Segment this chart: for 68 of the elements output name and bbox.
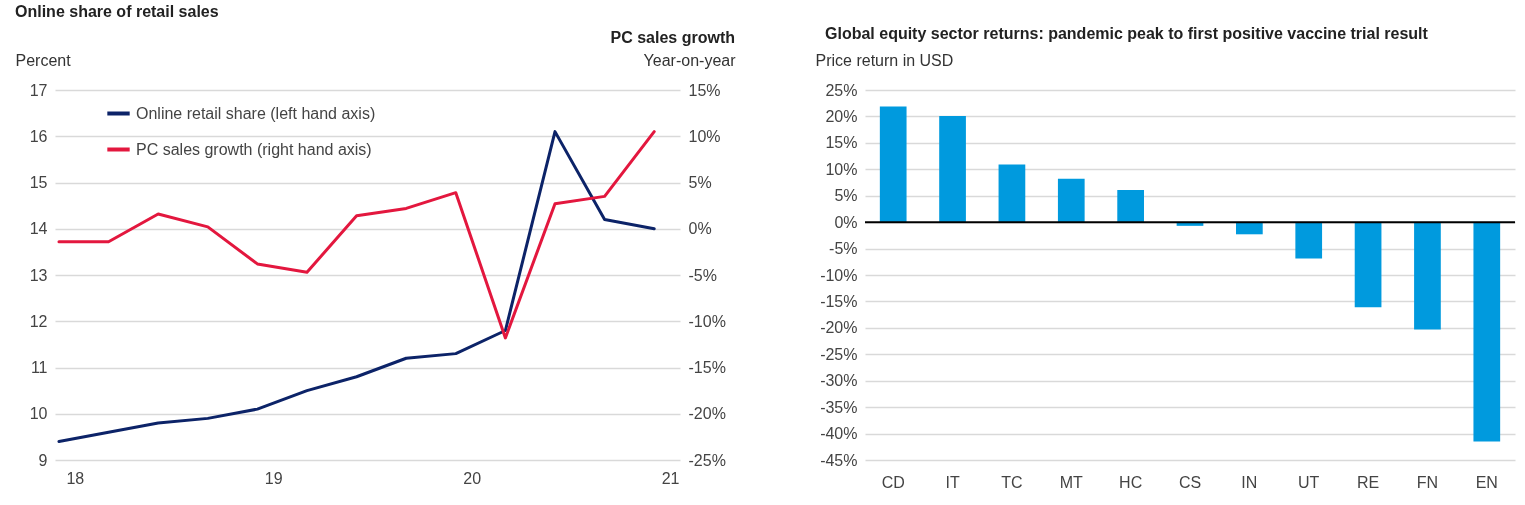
chart-title: Online share of retail sales [15, 3, 219, 20]
y2-tick-label: 10% [688, 127, 721, 145]
y-tick-label: 9 [38, 451, 48, 469]
x-tick-label: 20 [463, 469, 482, 487]
bar [1473, 222, 1501, 442]
y2-tick-label: -5% [688, 266, 717, 284]
x-tick-label: HC [1119, 473, 1143, 491]
y-tick-label: 25% [825, 81, 858, 99]
y2-tick-label: 0% [688, 220, 712, 238]
y-tick-label: 17 [29, 81, 48, 99]
y-tick-label: 5% [834, 187, 858, 205]
y-tick-label: 15 [29, 174, 48, 191]
y-tick-label: 15% [825, 134, 858, 152]
bar [998, 164, 1026, 223]
line-series [57, 130, 656, 443]
y-tick-label: -10% [820, 266, 858, 284]
bar [1414, 222, 1441, 330]
y-tick-label: -5% [829, 240, 858, 258]
y-tick-label: 10 [29, 405, 48, 423]
y2-tick-label: -20% [688, 405, 726, 423]
y-axis-title: Percent [15, 51, 72, 69]
y-tick-label: 14 [29, 220, 48, 238]
x-tick-label: CS [1178, 473, 1202, 491]
legend-label: PC sales growth (right hand axis) [136, 140, 372, 158]
bar [1236, 222, 1263, 235]
y-tick-label: 0% [834, 213, 858, 231]
y-tick-label: -15% [820, 292, 858, 310]
y-axis-title: Price return in USD [815, 51, 954, 69]
y-tick-label: -20% [820, 319, 858, 337]
x-tick-label: MT [1059, 473, 1084, 491]
x-tick-label: UT [1298, 473, 1320, 491]
y-tick-label: 12 [29, 312, 48, 330]
y-tick-label: 11 [30, 359, 48, 376]
y2-tick-label: -10% [688, 312, 726, 330]
bar [1117, 189, 1144, 223]
y2-tick-label: -25% [688, 451, 726, 469]
x-tick-label: IT [945, 473, 960, 491]
y2-tick-label: -15% [688, 359, 726, 376]
y-tick-label: 16 [29, 127, 48, 145]
y-tick-label: -45% [820, 451, 858, 469]
y-tick-label: 13 [29, 266, 48, 284]
x-tick-label: 19 [264, 469, 283, 487]
y-tick-label: -30% [820, 372, 858, 390]
line-series [57, 130, 656, 340]
y-tick-label: -40% [820, 425, 858, 443]
bar [879, 106, 907, 223]
x-tick-label: FN [1416, 473, 1439, 491]
y-tick-label: -35% [820, 398, 858, 416]
bar [939, 115, 966, 223]
x-tick-label: IN [1241, 473, 1258, 491]
x-tick-label: 21 [661, 469, 680, 487]
x-tick-label: 18 [66, 469, 85, 487]
y2-tick-label: 15% [688, 81, 721, 99]
chart-title: Global equity sector returns: pandemic peak to first positive vaccine trial result [825, 25, 1429, 42]
y-tick-label: 20% [825, 107, 858, 125]
x-tick-label: EN [1475, 473, 1498, 491]
bar [1295, 222, 1323, 259]
y2-axis-title: Year-on-year [643, 51, 737, 69]
x-tick-label: RE [1356, 473, 1380, 491]
y-tick-label: 10% [825, 160, 858, 178]
legend-label: Online retail share (left hand axis) [136, 104, 376, 122]
y-tick-label: -25% [820, 345, 858, 363]
y2-tick-label: 5% [688, 174, 712, 191]
bar [1354, 222, 1382, 308]
bar [1057, 178, 1085, 223]
x-tick-label: CD [881, 473, 905, 491]
x-tick-label: TC [1001, 473, 1023, 491]
text: PC sales growth [610, 29, 735, 46]
